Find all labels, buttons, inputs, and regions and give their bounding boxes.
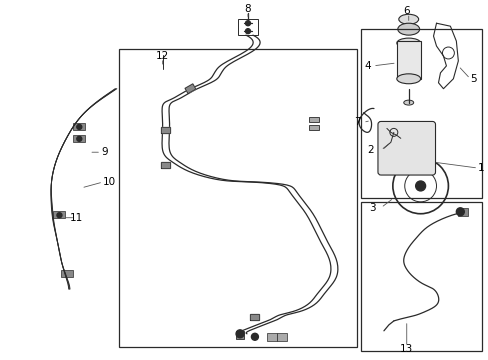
Text: 9: 9: [101, 147, 107, 157]
Bar: [61, 270, 73, 277]
Bar: [73, 123, 85, 130]
FancyBboxPatch shape: [377, 121, 435, 175]
Text: 6: 6: [403, 6, 409, 16]
Polygon shape: [161, 127, 170, 133]
Circle shape: [251, 333, 258, 340]
Circle shape: [57, 213, 62, 218]
Bar: [360, 202, 481, 351]
Text: 3: 3: [368, 203, 375, 213]
Text: 4: 4: [364, 61, 370, 71]
Bar: [73, 135, 85, 142]
Text: 7: 7: [354, 117, 360, 127]
Text: 5: 5: [469, 74, 476, 84]
Text: 12: 12: [156, 51, 169, 61]
Ellipse shape: [397, 23, 419, 35]
Circle shape: [77, 125, 81, 129]
Ellipse shape: [403, 100, 413, 105]
Bar: [119, 49, 356, 347]
Bar: [276, 333, 286, 341]
Ellipse shape: [396, 38, 420, 48]
Bar: [238, 19, 257, 35]
Circle shape: [455, 208, 463, 216]
Ellipse shape: [396, 74, 420, 84]
Bar: [457, 208, 468, 216]
Text: 8: 8: [244, 4, 251, 14]
Text: 10: 10: [103, 177, 116, 187]
Bar: [309, 117, 319, 122]
Circle shape: [245, 21, 250, 26]
Circle shape: [236, 330, 244, 338]
Polygon shape: [161, 162, 170, 168]
Text: 1: 1: [477, 163, 484, 173]
Circle shape: [415, 181, 425, 191]
Bar: [53, 211, 65, 218]
Bar: [236, 331, 244, 339]
Polygon shape: [250, 314, 259, 320]
Polygon shape: [184, 84, 195, 94]
Circle shape: [77, 136, 81, 141]
Circle shape: [245, 29, 250, 33]
Bar: [266, 333, 276, 341]
Bar: [396, 41, 420, 79]
Bar: [309, 125, 319, 130]
Text: 11: 11: [69, 213, 82, 223]
Text: 13: 13: [399, 344, 412, 354]
Text: 2: 2: [366, 145, 373, 155]
Ellipse shape: [398, 14, 418, 24]
Bar: [360, 29, 481, 198]
